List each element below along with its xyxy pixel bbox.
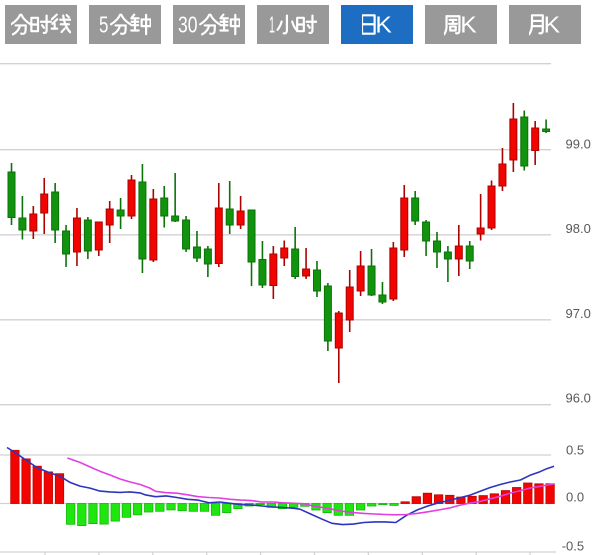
svg-text:K: K [460, 13, 477, 36]
svg-text:-0.5: -0.5 [562, 539, 584, 554]
svg-text:5: 5 [99, 13, 108, 36]
svg-text:97.0: 97.0 [566, 306, 591, 321]
svg-text:96.0: 96.0 [566, 391, 591, 406]
svg-text:1: 1 [269, 13, 275, 36]
svg-text:0.5: 0.5 [566, 443, 584, 458]
svg-text:99.0: 99.0 [566, 137, 591, 152]
svg-text:0.0: 0.0 [566, 490, 584, 505]
svg-text:K: K [544, 13, 561, 36]
svg-text:K: K [375, 13, 392, 36]
svg-text:30: 30 [178, 13, 198, 36]
svg-text:98.0: 98.0 [566, 221, 591, 236]
